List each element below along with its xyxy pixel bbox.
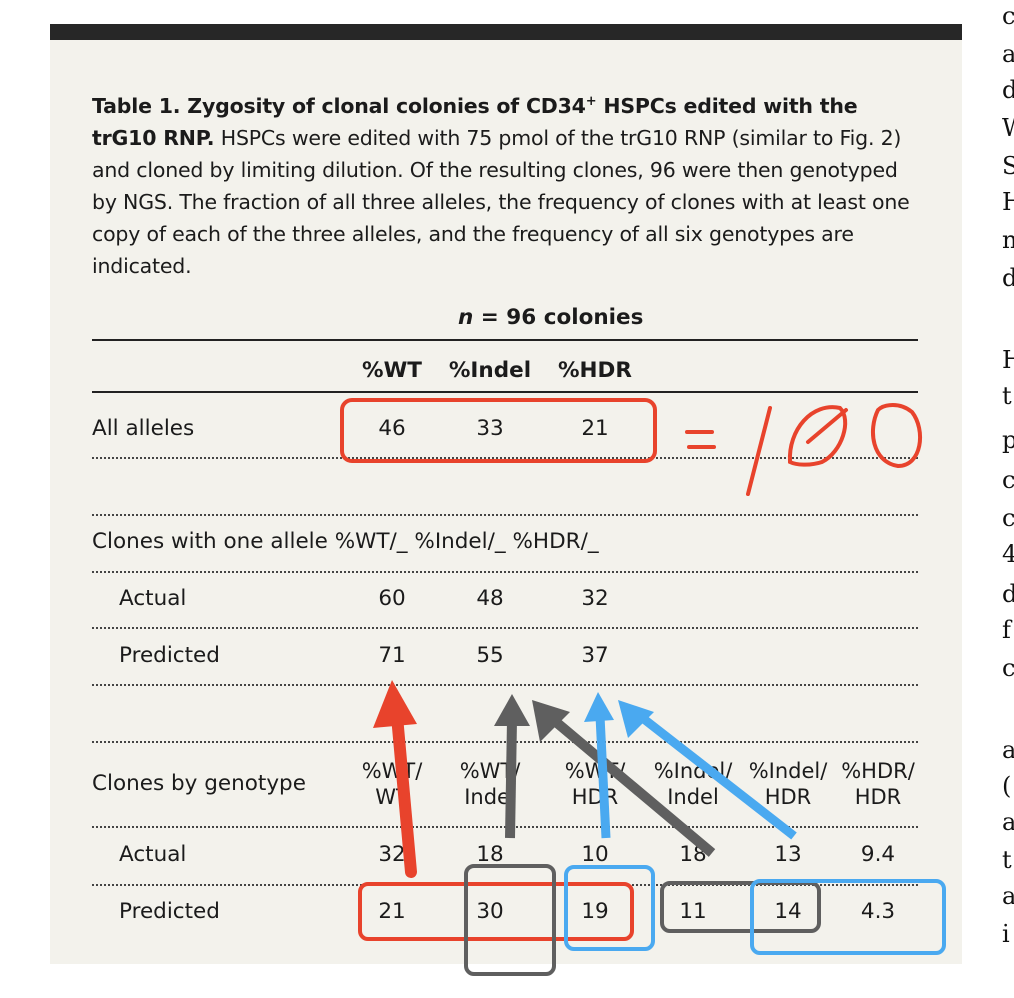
caption-title: Table 1. Zygosity of clonal colonies of … bbox=[92, 94, 858, 150]
side-text-char: f bbox=[1002, 616, 1011, 644]
side-text-char: a bbox=[1002, 40, 1014, 68]
red-box-all-alleles bbox=[340, 398, 657, 463]
side-text-char: p bbox=[1002, 426, 1014, 454]
top-bar bbox=[50, 24, 962, 40]
one-allele-predicted-indel: 55 bbox=[476, 643, 504, 668]
side-text-char: 4 bbox=[1002, 540, 1014, 568]
all-alleles-indel: 33 bbox=[476, 416, 504, 441]
all-alleles-wt: 46 bbox=[378, 416, 406, 441]
row-label-predicted: Predicted bbox=[119, 643, 220, 668]
side-text-char: W bbox=[1002, 112, 1014, 144]
side-text-char: a bbox=[1002, 882, 1014, 910]
genotype-actual-1: 32 bbox=[378, 842, 406, 867]
row-label-all-alleles: All alleles bbox=[92, 416, 195, 441]
gray-arrowhead-1 bbox=[494, 694, 530, 726]
side-text-char: c bbox=[1002, 466, 1014, 494]
rule-dotted bbox=[92, 627, 918, 629]
sample-size-label: n = 96 colonies bbox=[458, 305, 644, 330]
gray-arrow-2 bbox=[552, 718, 716, 857]
one-allele-actual-hdr: 32 bbox=[581, 586, 609, 611]
one-allele-predicted-hdr: 37 bbox=[581, 643, 609, 668]
red-arrowhead bbox=[373, 680, 417, 728]
row-label-actual: Actual bbox=[119, 586, 187, 611]
one-allele-predicted-wt: 71 bbox=[378, 643, 406, 668]
row-label-predicted: Predicted bbox=[119, 899, 220, 924]
rule-dotted bbox=[92, 514, 918, 516]
blue-arrow-2 bbox=[637, 712, 797, 840]
rule-dotted bbox=[92, 571, 918, 573]
side-text-char: H bbox=[1002, 188, 1014, 216]
header-wt: %WT bbox=[362, 358, 422, 383]
side-text-char: d bbox=[1002, 76, 1014, 104]
header-hdr: %HDR bbox=[558, 358, 632, 383]
gray-arrow-1 bbox=[505, 719, 517, 839]
rule-dotted bbox=[92, 826, 918, 828]
rule-dotted bbox=[92, 741, 918, 743]
side-text-char: t bbox=[1002, 382, 1012, 410]
side-text-char: c bbox=[1002, 654, 1014, 682]
blue-arrow-1 bbox=[595, 715, 611, 839]
blue-box-wt-hdr bbox=[564, 865, 655, 951]
genotype-predicted-4: 11 bbox=[679, 899, 707, 924]
rule-dotted bbox=[92, 457, 918, 459]
genotype-predicted-2: 30 bbox=[476, 899, 504, 924]
handwritten-sum bbox=[685, 403, 923, 496]
genotype-predicted-3: 19 bbox=[581, 899, 609, 924]
side-text-char: n bbox=[1002, 226, 1014, 254]
genotype-actual-5: 13 bbox=[774, 842, 802, 867]
rule-top bbox=[92, 339, 918, 341]
side-text-char: c bbox=[1002, 504, 1014, 532]
table-caption: Table 1. Zygosity of clonal colonies of … bbox=[92, 90, 927, 282]
genotype-actual-6: 9.4 bbox=[860, 842, 896, 867]
genotype-predicted-6: 4.3 bbox=[860, 899, 896, 924]
red-box-predicted-row bbox=[358, 882, 634, 941]
side-text-char: c bbox=[1002, 2, 1014, 30]
blue-arrowhead-2 bbox=[618, 700, 654, 738]
side-text-char: t bbox=[1002, 846, 1012, 874]
header-indel: %Indel bbox=[448, 358, 532, 383]
all-alleles-hdr: 21 bbox=[581, 416, 609, 441]
genotype-header-indel-hdr: %Indel/HDR bbox=[748, 759, 828, 809]
gray-box-indel bbox=[660, 881, 821, 933]
genotype-predicted-1: 21 bbox=[378, 899, 406, 924]
side-text-char: i bbox=[1002, 920, 1010, 948]
side-text-char: d bbox=[1002, 264, 1014, 292]
genotype-header-hdr-hdr: %HDR/HDR bbox=[841, 759, 915, 809]
genotype-predicted-5: 14 bbox=[774, 899, 802, 924]
gray-arrowhead-2 bbox=[532, 700, 570, 742]
red-arrow bbox=[390, 699, 417, 878]
rule-dotted bbox=[92, 684, 918, 686]
side-text-char: a bbox=[1002, 736, 1014, 764]
row-label-actual: Actual bbox=[119, 842, 187, 867]
blue-arrowhead-1 bbox=[584, 692, 614, 722]
genotype-actual-3: 10 bbox=[581, 842, 609, 867]
side-text-char: a bbox=[1002, 808, 1014, 836]
row-label-one-allele: Clones with one allele %WT/_ %Indel/_ %H… bbox=[92, 529, 599, 554]
genotype-actual-2: 18 bbox=[476, 842, 504, 867]
blue-box-hdr bbox=[750, 879, 946, 955]
one-allele-actual-wt: 60 bbox=[378, 586, 406, 611]
caption-body: HSPCs were edited with 75 pmol of the tr… bbox=[92, 126, 910, 278]
side-text-char: H bbox=[1002, 346, 1014, 374]
side-text-char: S bbox=[1002, 152, 1014, 180]
rule-header bbox=[92, 391, 918, 393]
side-text-char: ( bbox=[1002, 772, 1012, 800]
one-allele-actual-indel: 48 bbox=[476, 586, 504, 611]
gray-box-wt-indel bbox=[464, 864, 556, 976]
row-label-genotype: Clones by genotype bbox=[92, 771, 306, 796]
side-text-char: d bbox=[1002, 580, 1014, 608]
